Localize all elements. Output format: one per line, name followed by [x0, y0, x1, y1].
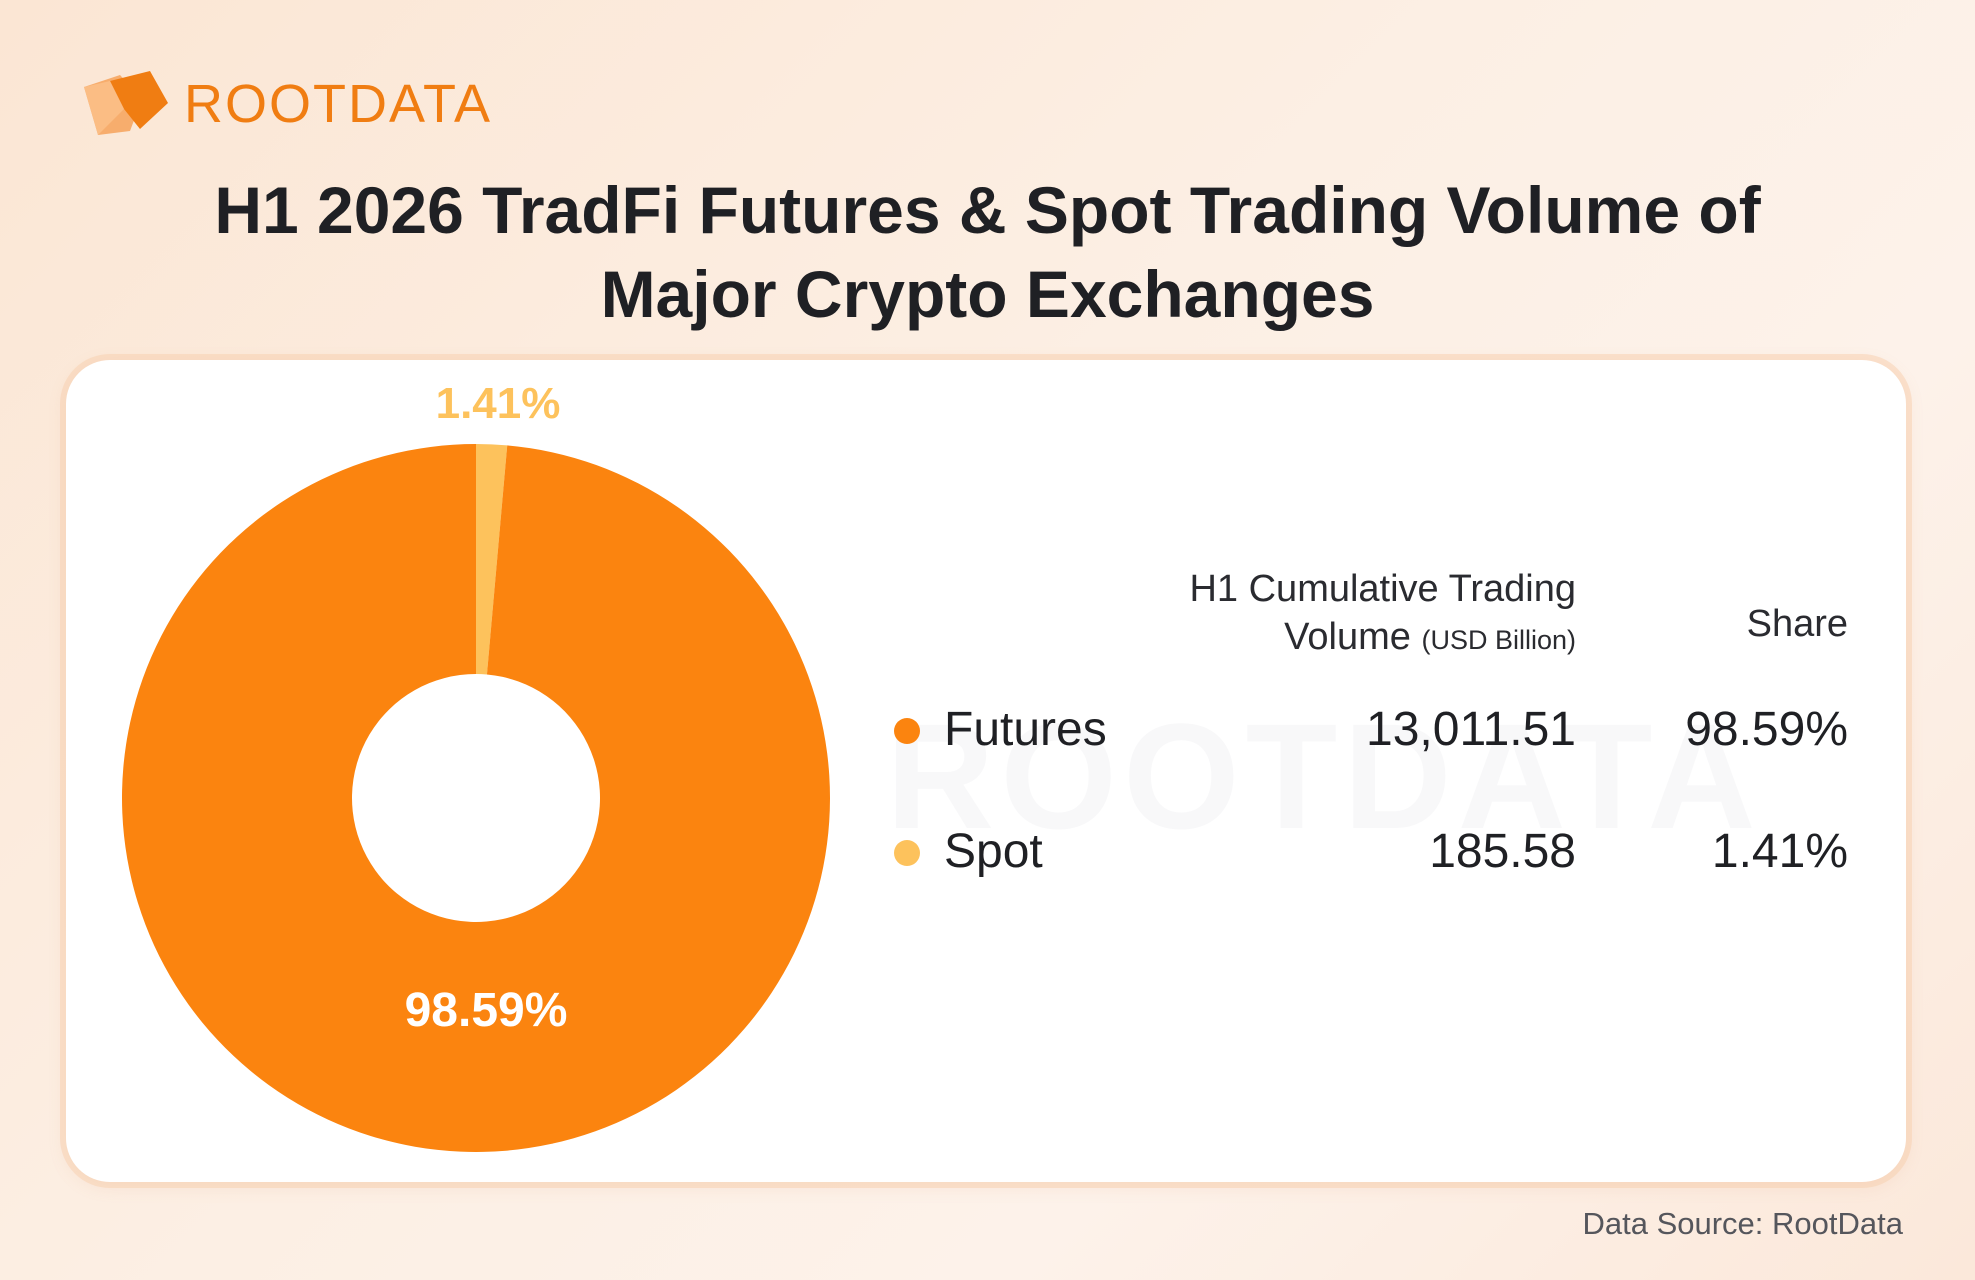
- row-share: 98.59%: [1685, 703, 1848, 756]
- legend-table: H1 Cumulative Trading Volume (USD Billio…: [66, 360, 1906, 1182]
- table-row-futures: Futures 13,011.51 98.59%: [66, 700, 1906, 760]
- brand-logo: ROOTDATA: [80, 66, 492, 142]
- chart-card: ROOTDATA 1.41% 98.59% H1 Cumulative Tradi…: [66, 360, 1906, 1182]
- volume-header-unit: (USD Billion): [1421, 625, 1576, 655]
- row-name: Futures: [944, 703, 1107, 756]
- chart-title-line2: Major Crypto Exchanges: [600, 257, 1375, 331]
- volume-header-line1: H1 Cumulative Trading: [1189, 568, 1576, 610]
- row-volume: 13,011.51: [1366, 703, 1576, 756]
- row-share: 1.41%: [1711, 825, 1848, 878]
- donut-slice-labels: 1.41% 98.59%: [405, 379, 568, 1037]
- volume-header-line2: Volume (USD Billion): [1189, 613, 1576, 664]
- slice-spot: [476, 444, 508, 675]
- row-volume: 185.58: [1429, 825, 1576, 878]
- donut-slices: [121, 444, 830, 1152]
- brand-name: ROOTDATA: [184, 74, 492, 134]
- volume-column-header: H1 Cumulative Trading Volume (USD Billio…: [1189, 565, 1576, 664]
- row-name: Spot: [944, 825, 1043, 878]
- chart-title-line1: H1 2026 TradFi Futures & Spot Trading Vo…: [214, 173, 1761, 247]
- slice-futures: [121, 444, 830, 1152]
- futures-legend-dot-icon: [894, 718, 920, 744]
- share-column-header: Share: [1746, 603, 1848, 645]
- chart-title: H1 2026 TradFi Futures & Spot Trading Vo…: [0, 168, 1975, 336]
- data-source: Data Source: RootData: [1582, 1206, 1903, 1241]
- slice-label-futures: 98.59%: [405, 984, 568, 1037]
- donut-chart: 1.41% 98.59%: [121, 379, 830, 1152]
- spot-legend-dot-icon: [894, 840, 920, 866]
- slice-label-spot: 1.41%: [436, 379, 561, 428]
- rootdata-logo-icon: [84, 71, 168, 135]
- table-row-spot: Spot 185.58 1.41%: [66, 822, 1906, 882]
- volume-header-label: Volume: [1284, 616, 1411, 658]
